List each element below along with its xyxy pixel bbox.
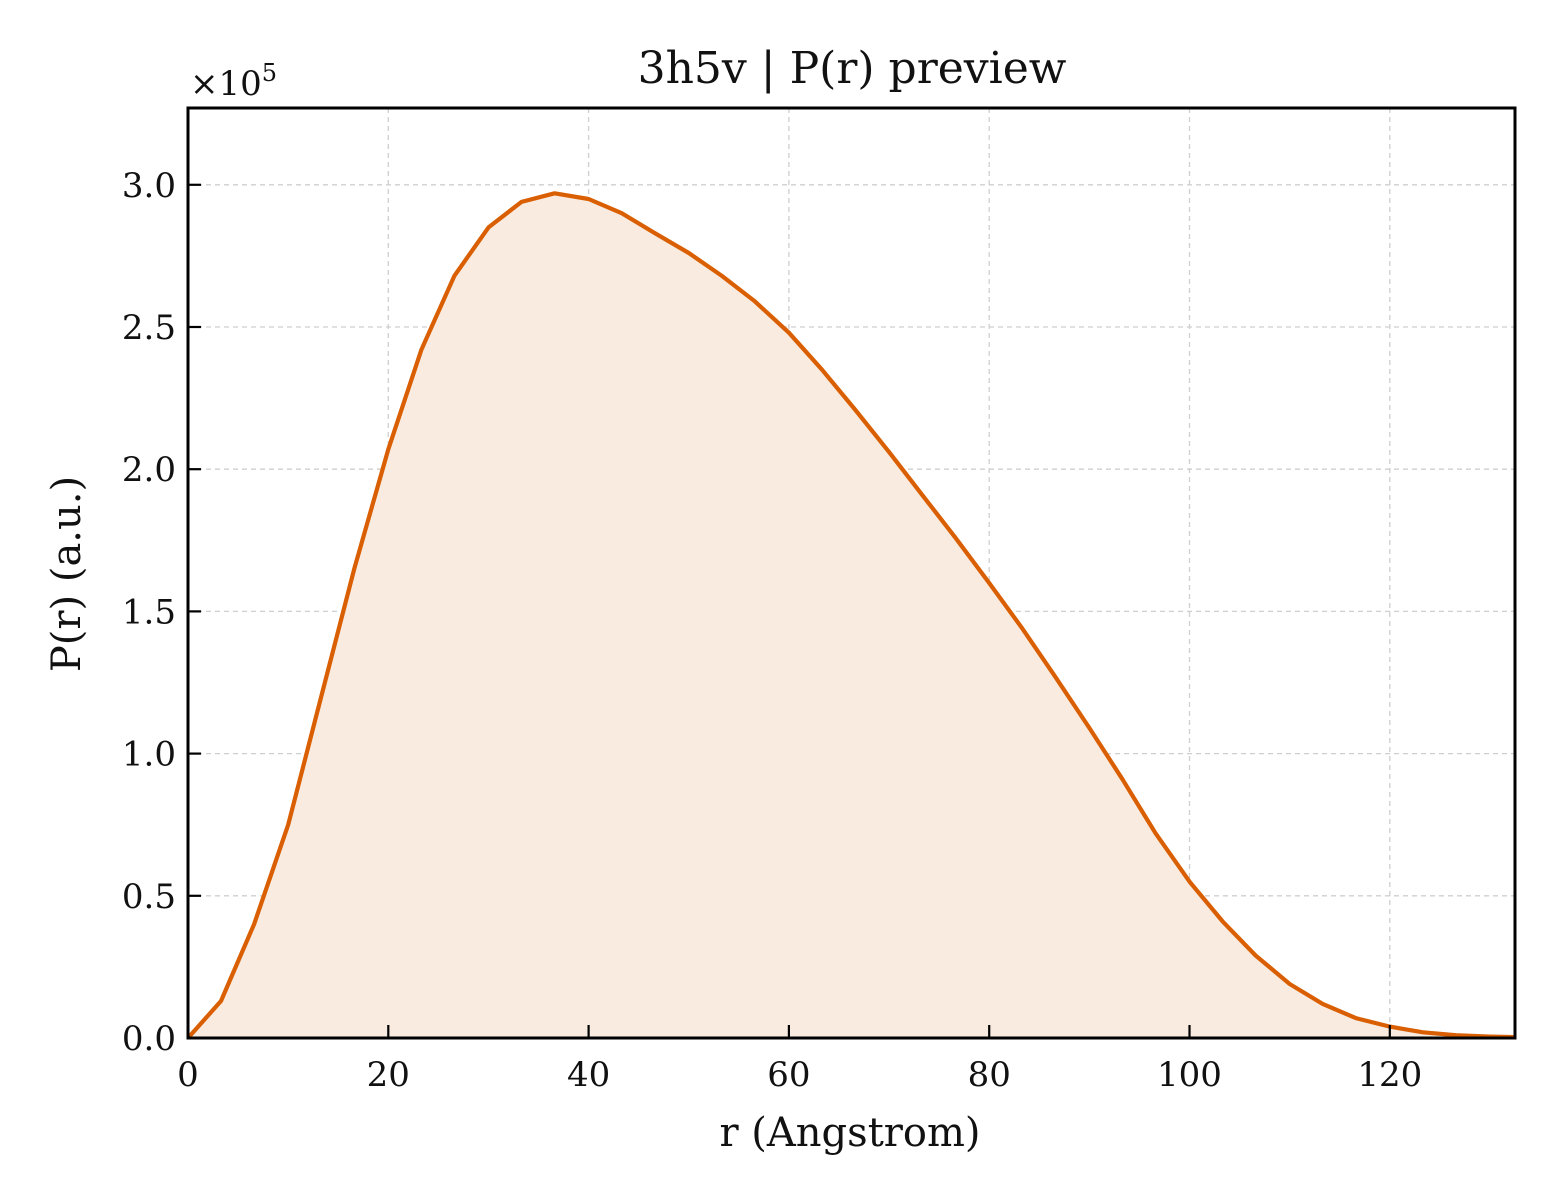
x-tick-label: 0 bbox=[177, 1055, 199, 1095]
y-axis-label: P(r) (a.u.) bbox=[44, 476, 90, 672]
axis-ticks: 0 20 40 60 80 100 120 0.0 0.5 1.0 1.5 2.0 2.5 3.0 bbox=[122, 166, 1422, 1095]
y-tick-label: 0.5 bbox=[122, 877, 176, 917]
x-tick-label: 40 bbox=[567, 1055, 610, 1095]
y-tick-label: 2.0 bbox=[122, 450, 176, 490]
y-tick-label: 3.0 bbox=[122, 166, 176, 206]
x-tick-label: 120 bbox=[1357, 1055, 1422, 1095]
pr-area-fill bbox=[188, 193, 1515, 1039]
y-tick-label: 1.0 bbox=[122, 735, 176, 775]
y-axis-multiplier-base: ×10 bbox=[190, 64, 262, 104]
y-tick-label: 1.5 bbox=[122, 592, 176, 632]
x-axis-label: r (Angstrom) bbox=[719, 1110, 980, 1156]
x-tick-label: 20 bbox=[367, 1055, 410, 1095]
plot-frame bbox=[186, 106, 1517, 1040]
y-axis-multiplier-exponent: 5 bbox=[262, 59, 277, 87]
pr-curve-line bbox=[186, 191, 1516, 1040]
y-axis-multiplier: ×105 bbox=[190, 59, 277, 104]
y-tick-label: 0.0 bbox=[122, 1019, 176, 1059]
chart-title: 3h5v | P(r) preview bbox=[638, 43, 1067, 94]
y-tick-label: 2.5 bbox=[122, 308, 176, 348]
x-tick-label: 100 bbox=[1157, 1055, 1222, 1095]
x-tick-label: 80 bbox=[968, 1055, 1011, 1095]
x-tick-label: 60 bbox=[767, 1055, 810, 1095]
